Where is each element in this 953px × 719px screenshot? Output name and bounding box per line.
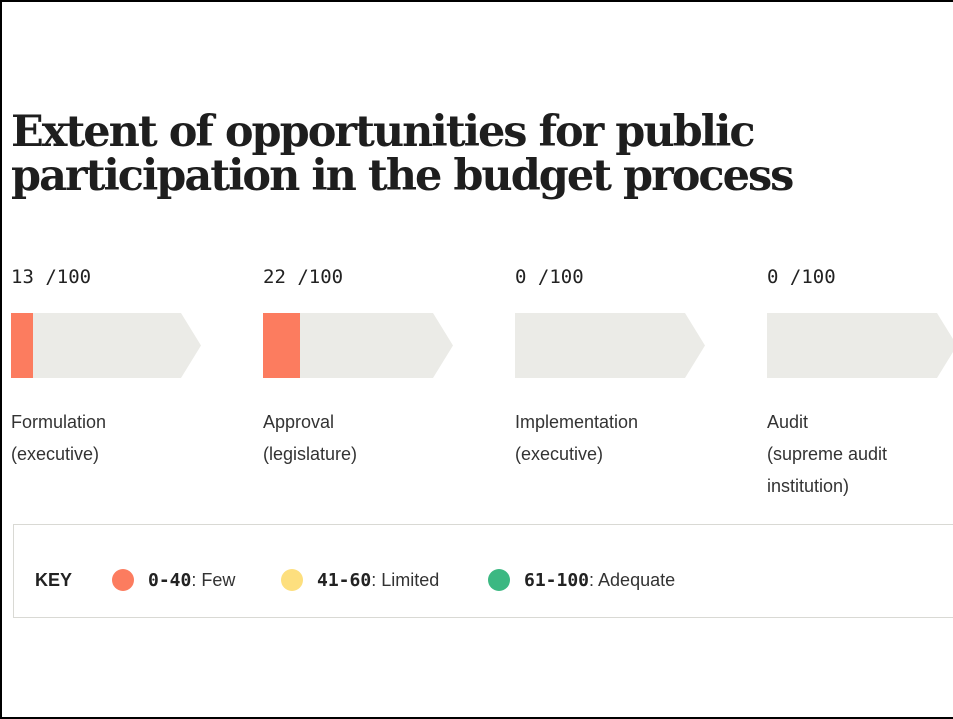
stage-bar xyxy=(767,313,953,378)
stage-formulation: 13 /100 Formulation (executive) xyxy=(11,266,206,464)
key-range-label: : Limited xyxy=(371,569,440,590)
stage-score: 22 /100 xyxy=(263,266,458,288)
bar-track xyxy=(515,313,705,378)
stage-bar-svg xyxy=(515,313,705,378)
stage-implementation: 0 /100 Implementation (executive) xyxy=(515,266,710,464)
bar-fill xyxy=(263,313,300,378)
score-suffix: /100 xyxy=(537,266,584,288)
stage-label-line: institution) xyxy=(767,476,850,496)
stage-bar-svg xyxy=(263,313,453,378)
stage-score: 13 /100 xyxy=(11,266,206,288)
stage-label-line: (executive) xyxy=(515,444,604,464)
score-suffix: /100 xyxy=(297,266,344,288)
score-suffix: /100 xyxy=(789,266,836,288)
score-suffix: /100 xyxy=(45,266,92,288)
stage-label-line: (legislature) xyxy=(263,444,358,464)
stage-score: 0 /100 xyxy=(767,266,953,288)
stage-label-line: Approval xyxy=(263,412,335,432)
stage-label: Formulation (executive) xyxy=(11,406,201,470)
stage-bar-svg xyxy=(11,313,201,378)
stage-label-line: (supreme audit xyxy=(767,444,888,464)
key-range: 41-60 xyxy=(317,569,372,591)
key-item-limited: 41-60: Limited xyxy=(281,569,439,591)
key-title: KEY xyxy=(35,570,73,590)
stage-label: Implementation (executive) xyxy=(515,406,705,470)
stage-bar xyxy=(515,313,705,378)
stage-bar xyxy=(263,313,453,378)
key-dot xyxy=(281,569,303,591)
score-value: 0 xyxy=(515,266,527,288)
key-dot xyxy=(488,569,510,591)
key-dot xyxy=(112,569,134,591)
stage-label: Approval (legislature) xyxy=(263,406,453,470)
stage-label-line: Implementation xyxy=(515,412,639,432)
score-value: 22 xyxy=(263,266,286,288)
bar-track xyxy=(767,313,953,378)
score-value: 13 xyxy=(11,266,34,288)
chart-key: KEY 0-40: Few 41-60: Limited 61-100: Ade… xyxy=(13,524,953,618)
stage-bar-svg xyxy=(767,313,953,378)
stage-label-line: Formulation xyxy=(11,412,107,432)
key-item-adequate: 61-100: Adequate xyxy=(488,569,675,591)
bar-fill xyxy=(11,313,33,378)
key-range: 0-40 xyxy=(148,569,192,591)
stage-label-line: Audit xyxy=(767,412,809,432)
key-range: 61-100 xyxy=(524,569,590,591)
stage-audit: 0 /100 Audit (supreme audit institution) xyxy=(767,266,953,496)
stage-approval: 22 /100 Approval (legislature) xyxy=(263,266,458,464)
chart-title: Extent of opportunities for public parti… xyxy=(11,107,794,201)
key-range-label: : Few xyxy=(191,569,236,590)
stage-bar xyxy=(11,313,201,378)
bar-track xyxy=(11,313,201,378)
score-value: 0 xyxy=(767,266,779,288)
stage-label: Audit (supreme audit institution) xyxy=(767,406,953,502)
bar-track xyxy=(263,313,453,378)
key-range-label: : Adequate xyxy=(589,569,676,590)
key-item-few: 0-40: Few xyxy=(112,569,235,591)
stage-score: 0 /100 xyxy=(515,266,710,288)
stage-label-line: (executive) xyxy=(11,444,100,464)
